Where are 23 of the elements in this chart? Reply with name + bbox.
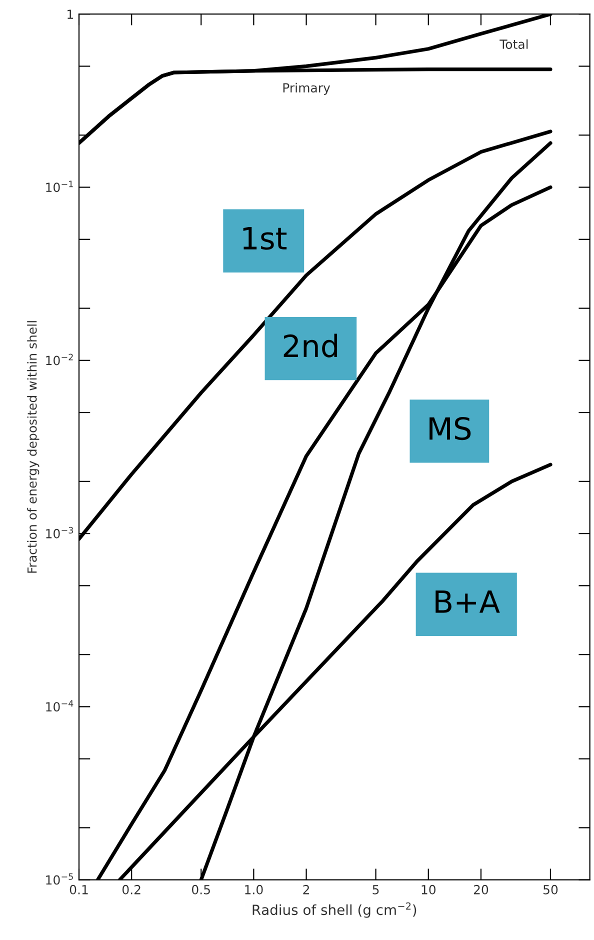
y-tick-label: 1 bbox=[68, 10, 73, 19]
y-tick-label: 10$^{−3}$ bbox=[46, 526, 73, 538]
x-axis-title: Radius of shell (g cm$^{−2}$) bbox=[252, 902, 416, 918]
series-label: B+A bbox=[436, 590, 500, 613]
series-label: MS bbox=[430, 416, 471, 440]
x-tick-label: 0.5 bbox=[192, 884, 210, 894]
series-label: 1st bbox=[243, 227, 287, 250]
x-tick-label: 1.0 bbox=[245, 884, 263, 894]
x-tick-label: 50 bbox=[543, 884, 558, 894]
x-tick-label: 5 bbox=[372, 885, 379, 894]
series-label: 2nd bbox=[284, 334, 338, 358]
x-tick-label: 0.2 bbox=[122, 884, 140, 894]
y-tick-label: 10$^{−2}$ bbox=[46, 354, 73, 366]
x-tick-label: 0.1 bbox=[70, 884, 88, 894]
y-tick-label: 10$^{−4}$ bbox=[46, 700, 74, 712]
y-axis-title: Fraction of energy deposited within shell bbox=[27, 321, 40, 573]
y-tick-label: 10$^{−1}$ bbox=[46, 180, 73, 192]
y-tick-label: 10$^{−5}$ bbox=[46, 873, 73, 885]
series-label: Primary bbox=[283, 82, 330, 95]
x-tick-label: 2 bbox=[303, 884, 310, 894]
x-tick-label: 10 bbox=[422, 884, 436, 894]
x-tick-label: 20 bbox=[474, 884, 488, 894]
series-label: Total bbox=[500, 39, 528, 49]
